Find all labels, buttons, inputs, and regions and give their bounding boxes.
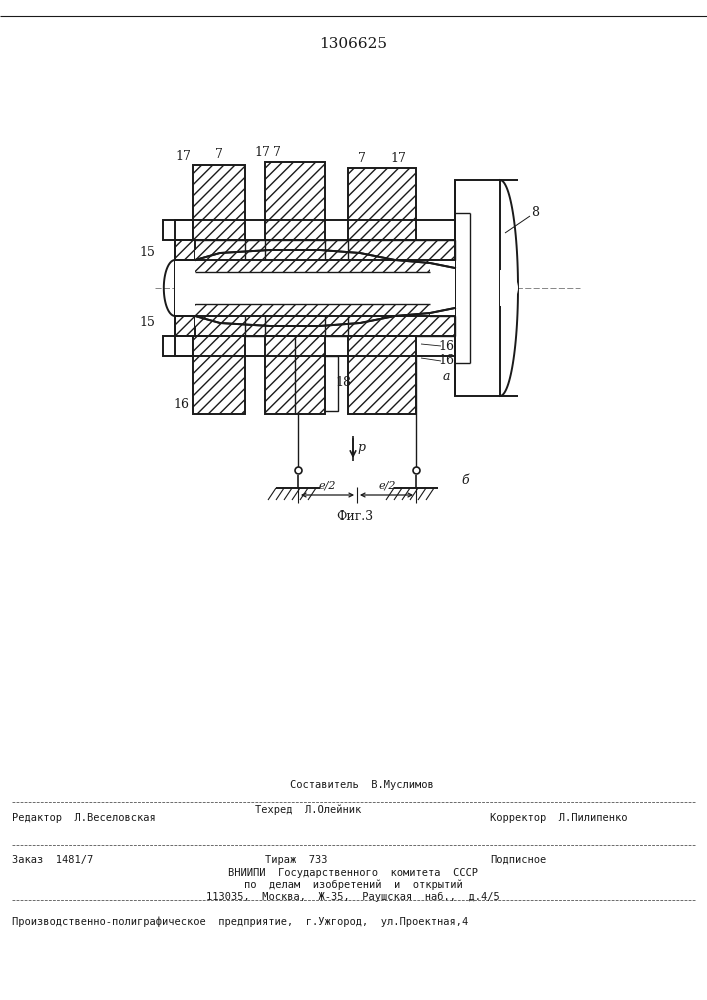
Bar [193,165,245,240]
Text: 8: 8 [531,207,539,220]
Bar [265,336,325,414]
Text: 15: 15 [139,316,155,330]
Text: Производственно-полиграфическое  предприятие,  г.Ужгород,  ул.Проектная,4: Производственно-полиграфическое предприя… [12,917,468,927]
Text: Корректор  Л.Пилипенко: Корректор Л.Пилипенко [490,813,628,823]
Text: p: p [357,442,365,454]
Text: Редактор  Л.Веселовская: Редактор Л.Веселовская [12,813,156,823]
Text: 7: 7 [215,148,223,161]
Text: Техред  Л.Олейник: Техред Л.Олейник [255,805,361,815]
Text: e/2: e/2 [318,480,336,490]
Text: Фиг.3: Фиг.3 [337,510,373,522]
Bar [175,240,455,260]
Bar [163,220,193,240]
Text: ВНИИПИ  Государственного  комитета  СССР: ВНИИПИ Государственного комитета СССР [228,868,478,878]
Text: Подписное: Подписное [490,855,547,865]
Text: а: а [443,369,450,382]
Text: 1306625: 1306625 [319,37,387,51]
Text: 16: 16 [173,397,189,410]
Bar [348,168,416,240]
Bar [175,316,455,336]
Text: 7: 7 [273,145,281,158]
Text: 16: 16 [438,355,454,367]
Text: 17: 17 [254,145,270,158]
Text: Заказ  1481/7: Заказ 1481/7 [12,855,93,865]
Text: 15: 15 [139,246,155,259]
Text: Составитель  В.Муслимов: Составитель В.Муслимов [290,780,434,790]
Bar [455,180,500,396]
Polygon shape [175,250,455,326]
Bar [175,220,195,356]
Text: 16: 16 [438,340,454,353]
Bar [195,250,430,272]
Text: по  делам  изобретений  и  открытий: по делам изобретений и открытий [244,880,462,890]
Bar [195,268,455,308]
Text: 113035,  Москва,  Ж-35,  Раушская  наб.,  д.4/5: 113035, Москва, Ж-35, Раушская наб., д.4… [206,892,500,902]
Bar [348,336,416,414]
Text: б: б [461,474,469,487]
Bar [175,260,455,316]
Text: e/2: e/2 [378,480,396,490]
Bar [163,336,193,356]
Text: Тираж  733: Тираж 733 [265,855,327,865]
Bar [265,162,325,240]
Text: 17: 17 [390,151,406,164]
Bar [193,336,245,414]
Bar [310,356,338,411]
Text: 18: 18 [335,376,351,389]
Text: 17: 17 [175,150,191,163]
Wedge shape [500,270,518,306]
Bar [195,304,430,326]
Text: 7: 7 [358,151,366,164]
